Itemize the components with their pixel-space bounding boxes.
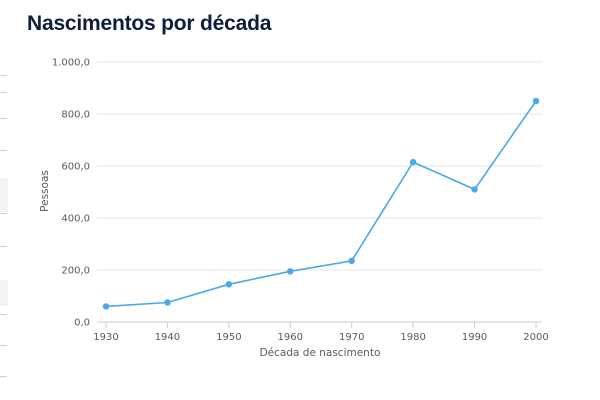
x-tick-label: 1970	[339, 332, 364, 343]
x-tick-label: 1960	[278, 332, 303, 343]
x-tick-label: 2000	[523, 332, 548, 343]
data-point-1970[interactable]	[348, 257, 355, 265]
y-tick-label: 200,0	[61, 266, 90, 277]
page-title: Nascimentos por década	[27, 12, 272, 35]
series-line-pessoas	[105, 100, 537, 308]
gridlines	[97, 61, 542, 271]
x-tick-label: 1980	[400, 332, 425, 343]
x-axis-title: Década de nascimento	[260, 347, 381, 359]
left-edge-decoration	[0, 0, 10, 400]
y-tick-label: 800,0	[61, 110, 90, 121]
data-point-1950[interactable]	[225, 281, 233, 288]
x-tick-label: 1930	[93, 332, 118, 343]
data-point-1940[interactable]	[164, 299, 171, 306]
y-axis-title: Pessoas	[39, 170, 51, 212]
y-axis-ticks: 0,0 200,0 400,0 600,0 800,0 1.000,0	[52, 58, 90, 329]
y-tick-label: 600,0	[61, 162, 90, 173]
y-tick-label: 1.000,0	[52, 58, 90, 69]
y-tick-label: 0,0	[74, 318, 90, 329]
data-point-2000[interactable]	[532, 97, 540, 105]
data-point-1930[interactable]	[102, 303, 110, 310]
x-tick-label: 1940	[155, 332, 180, 343]
data-point-1980[interactable]	[409, 158, 417, 166]
y-tick-label: 400,0	[61, 214, 90, 225]
data-point-1960[interactable]	[287, 268, 294, 275]
x-axis-ticks: 1930 1940 1950 1960 1970 1980 1990 2000	[93, 322, 549, 343]
data-point-1990[interactable]	[471, 186, 478, 193]
x-tick-label: 1990	[462, 332, 487, 343]
data-points	[102, 97, 540, 310]
x-tick-label: 1950	[216, 332, 241, 343]
